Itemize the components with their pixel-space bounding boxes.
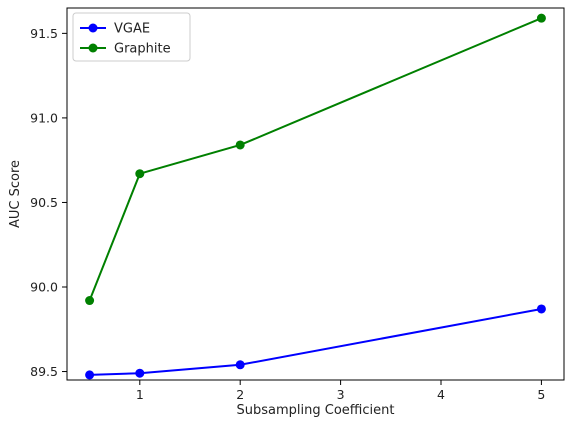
data-point-vgae — [235, 360, 245, 370]
legend: VGAE Graphite — [72, 12, 191, 62]
data-point-vgae — [536, 304, 546, 314]
data-point-graphite — [85, 296, 95, 306]
y-axis-label: AUC Score — [8, 160, 23, 228]
data-point-graphite — [536, 13, 546, 23]
data-point-graphite — [135, 169, 145, 179]
y-tick-label: 90.5 — [30, 195, 58, 210]
data-point-vgae — [85, 370, 95, 380]
series-line-vgae — [89, 307, 542, 376]
x-tick-label: 1 — [136, 387, 144, 402]
series-line-graphite — [88, 17, 542, 301]
plot-area — [66, 7, 565, 381]
data-point-vgae — [135, 368, 145, 378]
y-tick-label: 91.5 — [30, 26, 58, 41]
y-tick-label: 90.0 — [30, 280, 58, 295]
y-tick-label: 91.0 — [30, 110, 58, 125]
data-point-graphite — [235, 140, 245, 150]
x-tick-label: 3 — [337, 387, 345, 402]
series-layer — [85, 13, 546, 380]
x-tick-label: 2 — [236, 387, 244, 402]
legend-marker-graphite — [88, 43, 98, 53]
x-tick-label: 4 — [437, 387, 445, 402]
x-tick-label: 5 — [537, 387, 545, 402]
y-tick-label: 89.5 — [30, 364, 58, 379]
x-axis-label: Subsampling Coefficient — [237, 403, 395, 418]
x-axis: 1 2 3 4 5 — [136, 380, 545, 402]
y-axis: 89.5 90.0 90.5 91.0 91.5 — [30, 26, 67, 379]
legend-marker-vgae — [88, 23, 98, 33]
legend-label-graphite: Graphite — [114, 42, 171, 57]
legend-label-vgae: VGAE — [114, 22, 150, 37]
